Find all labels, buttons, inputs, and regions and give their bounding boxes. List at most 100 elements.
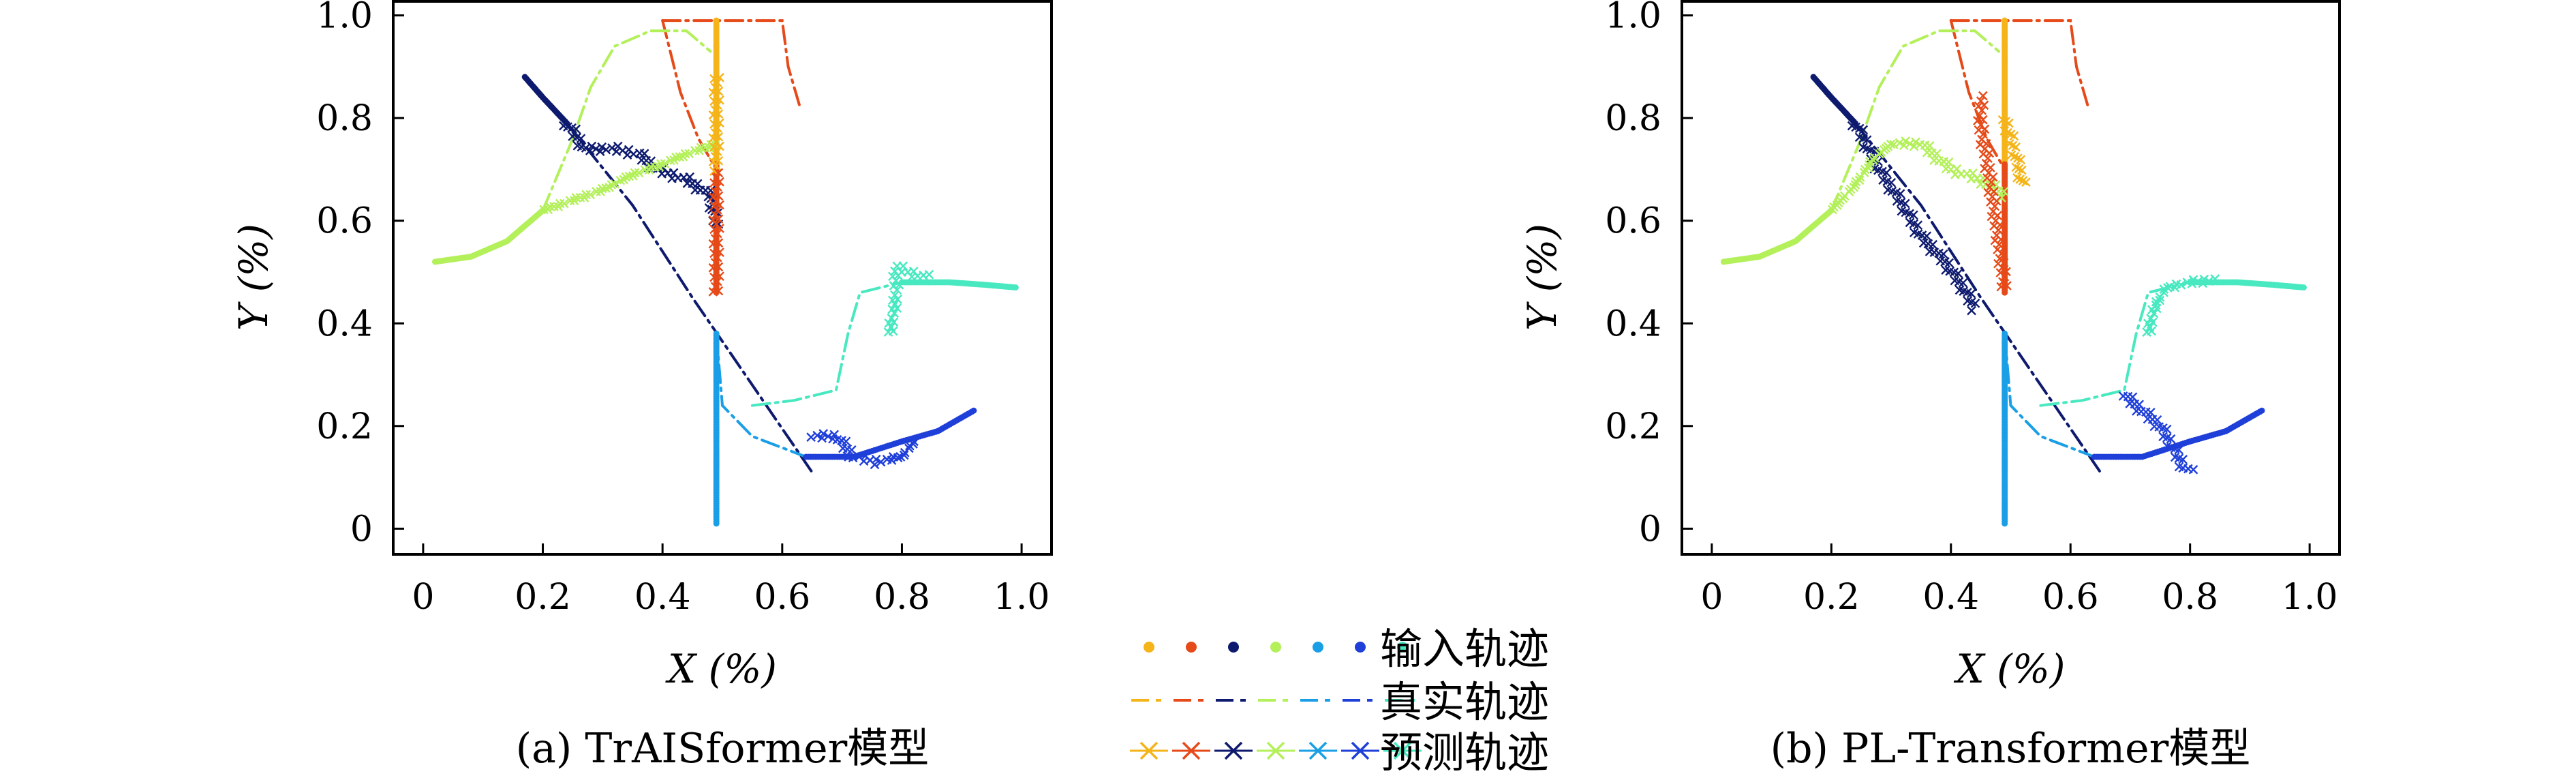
panel-caption: (a) TrAISformer模型 (516, 725, 930, 773)
legend-marker-cross (1224, 741, 1243, 760)
predicted-point (539, 205, 549, 215)
y-tick-label: 0.8 (316, 98, 373, 139)
predicted-point (1905, 138, 1915, 149)
predicted-point (806, 432, 816, 442)
predicted-point (889, 281, 899, 290)
y-tick-label: 0.6 (316, 201, 373, 242)
predicted-point (1958, 278, 1968, 288)
legend-row: 输入轨迹 (1144, 624, 1549, 674)
legend-marker-cross (1139, 741, 1159, 760)
predicted-point (601, 183, 611, 193)
predicted-point (888, 271, 898, 282)
predicted-point (581, 143, 591, 153)
predicted-point (2017, 165, 2027, 175)
plot-frame (1681, 0, 2341, 556)
predicted-point (710, 83, 720, 93)
predicted-point (2188, 464, 2198, 475)
predicted-point (1913, 220, 1923, 230)
predicted-point (1993, 245, 2002, 254)
predicted-point (1909, 141, 1919, 151)
predicted-point (710, 210, 720, 220)
input-point (970, 407, 977, 414)
predicted-point (678, 151, 688, 162)
predicted-point (871, 454, 881, 464)
predicted-point (1975, 110, 1984, 121)
predicted-point (710, 282, 720, 292)
y-tick-label: 0 (350, 509, 373, 550)
predicted-point (2009, 131, 2019, 141)
predicted-point (624, 171, 634, 181)
predicted-point (1999, 186, 2009, 196)
predicted-point (694, 146, 704, 155)
predicted-point (708, 215, 718, 225)
y-tick-label: 0.8 (1605, 98, 1661, 139)
predicted-point (708, 192, 718, 202)
predicted-point (841, 436, 851, 447)
legend-marker-cross (1351, 741, 1370, 760)
legend-row: 真实轨迹 (1131, 677, 1549, 727)
predicted-point (1966, 288, 1976, 299)
predicted-point (585, 146, 595, 155)
panel-b: 0 0.2 0.4 0.6 0.8 1.0 0 0.2 0.4 0.6 0.8 1.0 X (%) Y (… (1519, 0, 2341, 773)
predicted-point (1978, 91, 1988, 101)
predicted-point (1998, 277, 2008, 287)
predicted-point (1972, 116, 1982, 125)
predicted-point (700, 143, 710, 153)
predicted-point (1925, 140, 1935, 151)
predicted-point (2178, 455, 2188, 464)
predicted-point (710, 151, 720, 162)
predicted-point (601, 145, 611, 155)
y-axis-label: Y (%) (230, 224, 277, 331)
true-trajectory-line (1949, 19, 2006, 171)
predicted-point (610, 179, 620, 189)
predicted-point (2187, 279, 2197, 288)
predicted-point (604, 182, 615, 192)
predicted-point (1895, 138, 1905, 148)
predicted-point (708, 87, 718, 98)
predicted-point (1900, 198, 1910, 209)
predicted-point (592, 187, 601, 196)
predicted-point (711, 173, 722, 183)
predicted-point (887, 455, 897, 465)
predicted-point (1889, 140, 1899, 149)
predicted-point (708, 157, 718, 167)
legend-marker-dot (1144, 642, 1154, 653)
predicted-trajectory (1847, 121, 1980, 316)
legend-marker-dot (1355, 642, 1366, 653)
predicted-point (1899, 140, 1909, 151)
predicted-point (1992, 230, 2002, 240)
predicted-point (2021, 177, 2031, 188)
legend-label: 输入轨迹 (1380, 624, 1549, 674)
predicted-point (1974, 125, 1984, 135)
predicted-point (887, 304, 897, 314)
input-point (1012, 284, 1019, 291)
predicted-point (2198, 278, 2208, 288)
predicted-point (634, 168, 644, 178)
predicted-point (2166, 434, 2176, 444)
predicted-point (1944, 157, 1954, 167)
predicted-point (1987, 211, 1997, 222)
predicted-point (1978, 149, 1989, 159)
input-trajectory (2002, 17, 2008, 173)
predicted-point (1974, 101, 1984, 111)
x-axis-label: X (%) (1953, 646, 2065, 692)
predicted-point (2145, 407, 2156, 417)
predicted-point (1944, 258, 1954, 268)
y-tick-label: 0.2 (316, 406, 373, 447)
predicted-point (565, 196, 575, 206)
predicted-point (709, 201, 719, 211)
predicted-point (709, 248, 719, 258)
predicted-point (1976, 96, 1986, 106)
predicted-point (2014, 164, 2024, 174)
legend-marker-cross (1308, 741, 1328, 760)
predicted-point (569, 196, 579, 206)
predicted-point (890, 290, 900, 300)
legend-marker-cross (1393, 741, 1412, 760)
predicted-point (1967, 305, 1976, 316)
predicted-trajectory (2142, 274, 2220, 338)
input-trajectory (521, 74, 570, 127)
predicted-point (1883, 141, 1893, 151)
legend-marker-dot (1313, 642, 1323, 653)
predicted-point (1858, 125, 1869, 135)
predicted-point (1932, 149, 1942, 159)
